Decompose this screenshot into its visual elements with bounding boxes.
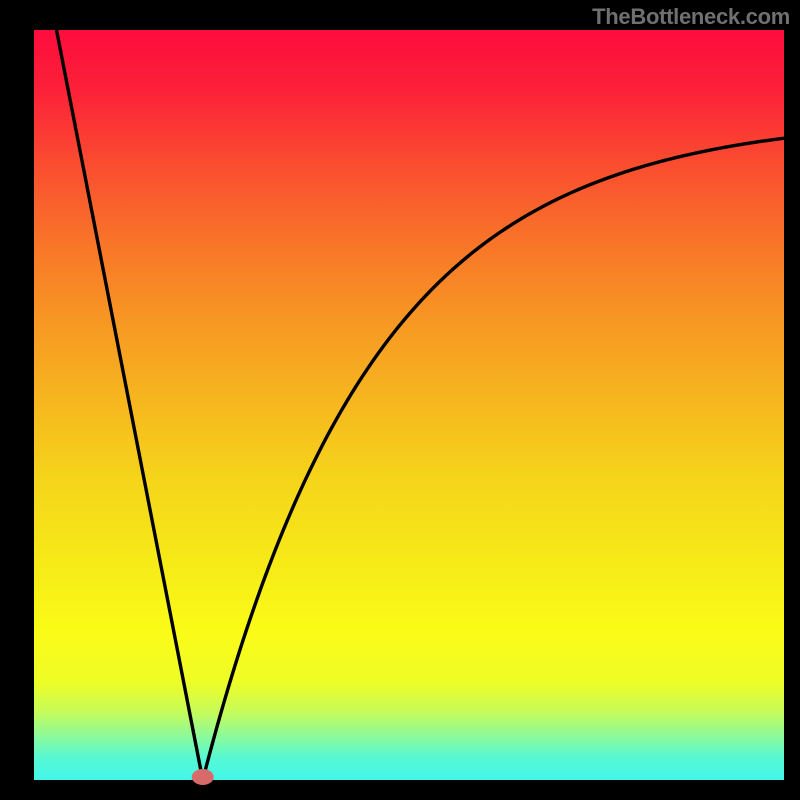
watermark-text: TheBottleneck.com — [592, 4, 790, 30]
vertex-marker — [192, 769, 214, 785]
chart-stage: TheBottleneck.com — [0, 0, 800, 800]
chart-svg — [0, 0, 800, 800]
plot-gradient — [34, 30, 784, 780]
